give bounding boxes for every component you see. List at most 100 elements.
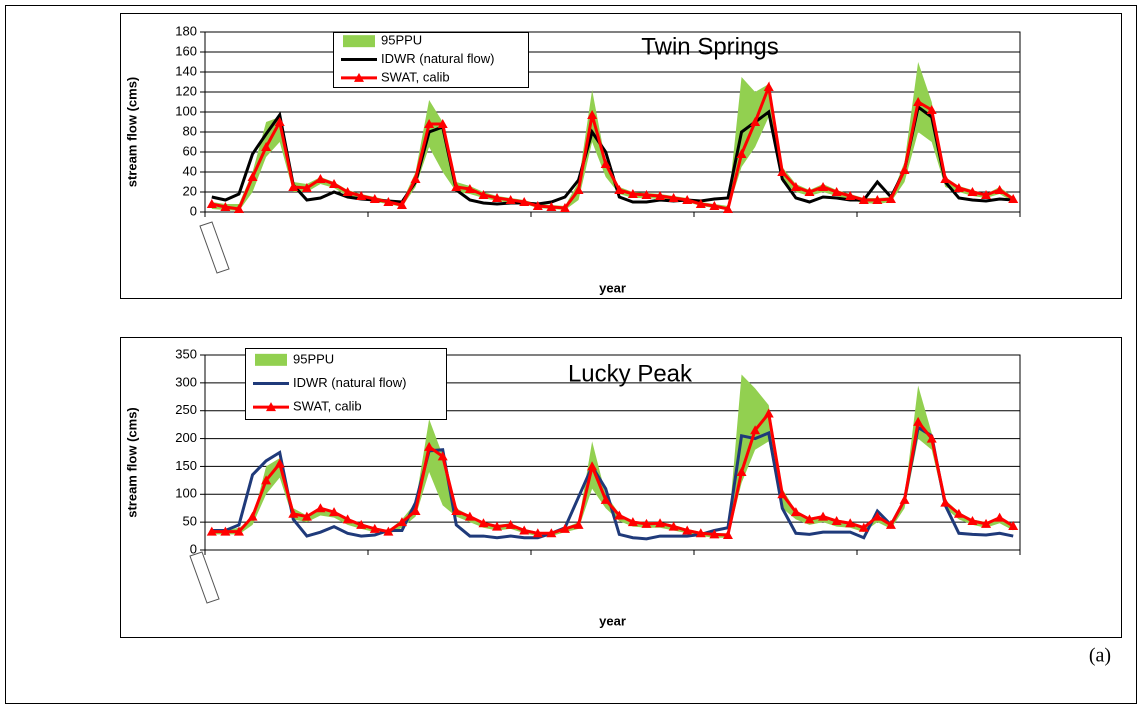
marker: [587, 461, 598, 471]
marker: [981, 190, 992, 199]
marker: [505, 195, 516, 204]
plot-frame: [204, 354, 1021, 551]
legend-marker: [266, 402, 276, 412]
marker: [831, 516, 842, 526]
marker: [627, 517, 638, 527]
y-tick-label: 300: [175, 374, 197, 389]
marker: [329, 507, 340, 517]
y-tick-label: 350: [175, 346, 197, 361]
marker: [872, 511, 883, 521]
marker: [831, 187, 842, 196]
marker: [424, 441, 435, 451]
marker: [1008, 194, 1019, 203]
marker: [790, 182, 801, 191]
marker: [301, 511, 312, 521]
marker: [410, 506, 421, 515]
marker: [940, 497, 951, 507]
marker: [655, 191, 666, 200]
marker: [519, 197, 530, 206]
marker: [777, 167, 788, 176]
marker: [315, 503, 326, 513]
marker: [750, 425, 761, 435]
marker: [206, 526, 217, 536]
marker: [967, 187, 978, 196]
legend-swatch: [343, 35, 375, 48]
marker: [519, 525, 530, 535]
chart-title: Twin Springs: [641, 33, 778, 60]
marker: [356, 519, 367, 529]
marker: [396, 200, 407, 209]
chart-frame: [120, 337, 1122, 638]
y-tick-label: 0: [190, 541, 197, 556]
y-tick-label: 100: [175, 103, 197, 118]
marker: [573, 185, 584, 194]
marker: [492, 521, 503, 531]
marker: [926, 433, 937, 443]
y-tick-label: 20: [183, 183, 197, 198]
marker: [206, 199, 217, 208]
marker: [301, 183, 312, 192]
marker: [804, 187, 815, 196]
y-axis-label: stream flow (cms): [124, 77, 139, 188]
marker: [573, 519, 584, 529]
y-tick-label: 180: [175, 23, 197, 38]
marker: [1008, 521, 1019, 531]
y-tick-label: 50: [183, 514, 197, 529]
marker: [587, 110, 598, 119]
marker: [913, 416, 924, 426]
marker: [913, 97, 924, 106]
marker: [437, 451, 448, 461]
y-tick-label: 0: [190, 203, 197, 218]
marker: [981, 518, 992, 528]
marker: [872, 195, 883, 204]
marker: [451, 506, 462, 515]
marker: [464, 184, 475, 193]
y-tick-label: 250: [175, 402, 197, 417]
marker: [478, 190, 489, 199]
y-tick-label: 100: [175, 486, 197, 501]
marker: [532, 201, 543, 210]
marker: [668, 193, 679, 202]
series-line: [211, 425, 1014, 541]
series-line: [211, 104, 1014, 206]
y-tick-label: 120: [175, 83, 197, 98]
marker: [845, 518, 856, 528]
marker: [274, 117, 285, 126]
marker: [885, 194, 896, 203]
y-tick-label: 40: [183, 163, 197, 178]
marker: [396, 517, 407, 527]
marker: [885, 519, 896, 529]
marker: [233, 204, 244, 213]
marker: [682, 195, 693, 204]
marker: [641, 518, 652, 528]
marker: [899, 494, 910, 504]
figure-frame: [5, 5, 1137, 704]
legend-label: SWAT, calib: [381, 69, 450, 84]
marker: [247, 172, 258, 181]
marker: [655, 518, 666, 528]
marker: [261, 142, 272, 151]
marker: [668, 521, 679, 531]
marker: [614, 510, 625, 520]
marker: [845, 191, 856, 200]
marker: [559, 203, 570, 212]
marker: [233, 526, 244, 536]
marker: [736, 149, 747, 158]
legend-label: SWAT, calib: [293, 399, 362, 414]
y-tick-label: 140: [175, 63, 197, 78]
marker: [804, 514, 815, 524]
marker: [247, 511, 258, 521]
marker: [356, 191, 367, 200]
marker: [369, 194, 380, 203]
legend-swatch: [255, 353, 287, 366]
marker: [342, 514, 353, 524]
marker: [342, 187, 353, 196]
y-tick-label: 200: [175, 430, 197, 445]
marker: [777, 489, 788, 499]
marker: [736, 467, 747, 476]
y-tick-label: 60: [183, 143, 197, 158]
marker: [492, 193, 503, 202]
marker: [451, 182, 462, 191]
x-axis-label: year: [599, 280, 626, 295]
